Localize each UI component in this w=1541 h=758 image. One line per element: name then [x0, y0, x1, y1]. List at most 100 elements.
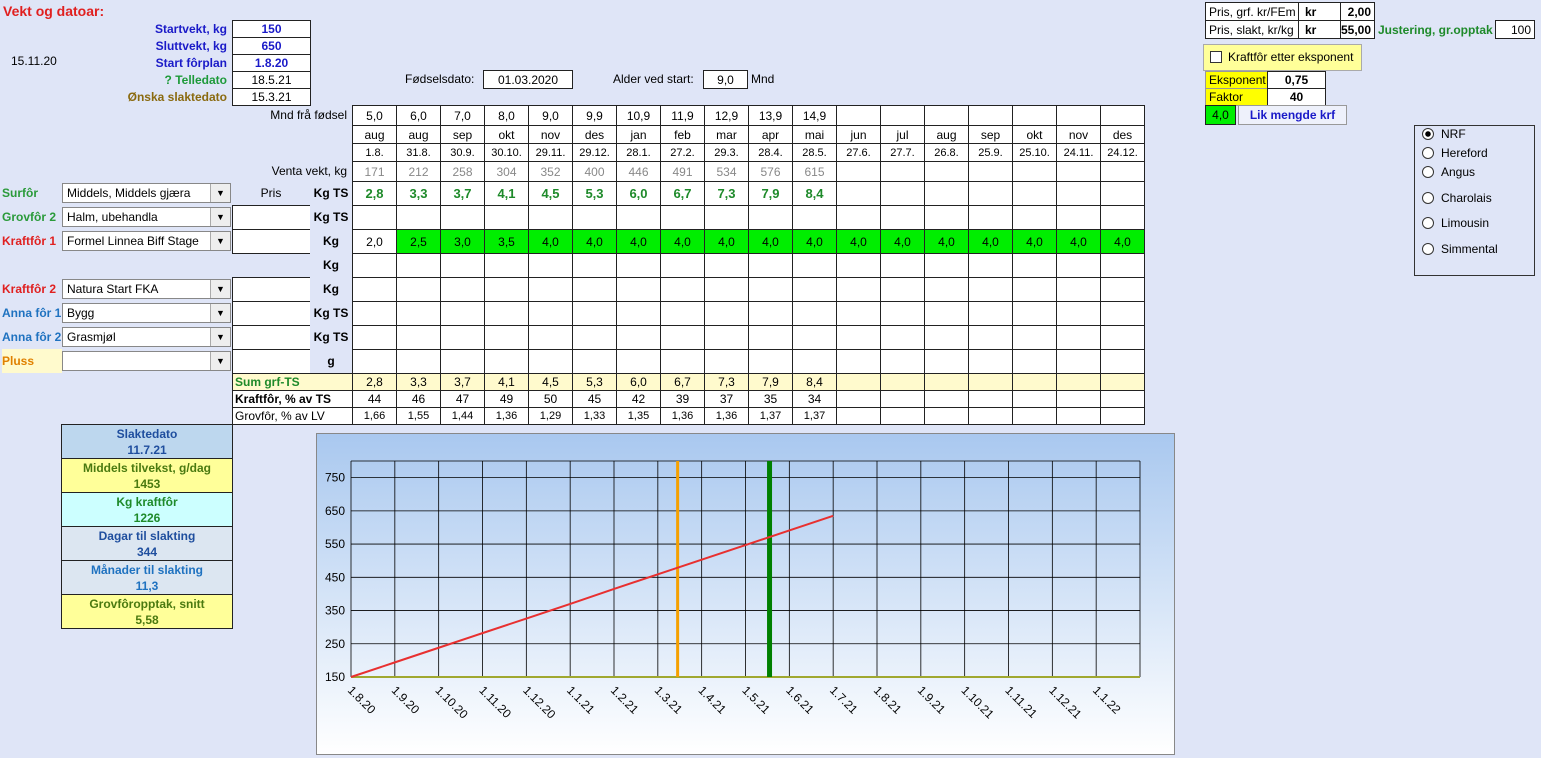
dropdown-arrow[interactable]: ▼: [210, 352, 230, 370]
cell: [1012, 349, 1057, 374]
input-value[interactable]: 15.3.21: [232, 88, 311, 106]
feed-select[interactable]: Natura Start FKA: [62, 279, 231, 299]
cell: [396, 325, 441, 350]
summary-value: 7,9: [748, 373, 793, 391]
price-input[interactable]: [232, 325, 311, 350]
line-series: [350, 514, 834, 678]
result-box: [61, 594, 233, 629]
input-value[interactable]: 150: [232, 20, 311, 38]
radio[interactable]: [1422, 147, 1434, 159]
expected-weight: 212: [396, 161, 441, 182]
price-input[interactable]: [232, 301, 311, 326]
feed-value: 6,7: [660, 181, 705, 206]
price-value[interactable]: 55,00: [1340, 20, 1375, 39]
radio-label[interactable]: Limousin: [1441, 216, 1490, 230]
feed-select[interactable]: Grasmjøl: [62, 327, 231, 347]
checkbox[interactable]: [1210, 51, 1222, 63]
y-tick-label: 250: [325, 637, 345, 651]
cell: [880, 301, 925, 326]
months-from-birth: 14,9: [792, 105, 837, 126]
input-value[interactable]: 650: [232, 37, 311, 55]
summary-value: 1,33: [572, 407, 617, 425]
radio-label[interactable]: NRF: [1441, 127, 1466, 141]
cell: [528, 325, 573, 350]
radio-label[interactable]: Simmental: [1441, 242, 1498, 256]
dropdown-arrow[interactable]: ▼: [210, 304, 230, 322]
radio-label[interactable]: Charolais: [1441, 191, 1492, 205]
feed-select[interactable]: Bygg: [62, 303, 231, 323]
feed-value: 2,5: [396, 229, 441, 254]
feed-select[interactable]: Middels, Middels gjæra: [62, 183, 231, 203]
feed-label: Grovfôr 2: [2, 210, 57, 224]
y-tick-label: 650: [325, 504, 345, 518]
expected-weight: 304: [484, 161, 529, 182]
factor-value[interactable]: 40: [1267, 88, 1326, 106]
radio-label[interactable]: Hereford: [1441, 146, 1488, 160]
feed-value: 4,0: [792, 229, 837, 254]
month: aug: [396, 125, 441, 144]
price-input[interactable]: [232, 205, 311, 230]
exponent-value[interactable]: 0,75: [1267, 71, 1326, 89]
cell: [1012, 105, 1057, 126]
feed-value: 4,0: [1100, 229, 1145, 254]
price-input[interactable]: [232, 229, 311, 254]
cell: [968, 407, 1013, 425]
summary-value: 2,8: [352, 373, 397, 391]
cell: [792, 349, 837, 374]
feed-select[interactable]: [62, 351, 231, 371]
cell: [836, 390, 881, 408]
dropdown-arrow[interactable]: ▼: [210, 184, 230, 202]
cell: [352, 277, 397, 302]
cell: [968, 205, 1013, 230]
date-cell: 30.10.: [484, 143, 529, 162]
cell: [792, 277, 837, 302]
price-value[interactable]: 2,00: [1340, 2, 1375, 21]
date-cell: 31.8.: [396, 143, 441, 162]
cell: [1056, 205, 1101, 230]
dropdown-arrow[interactable]: ▼: [210, 208, 230, 226]
cell: [748, 349, 793, 374]
summary-value: 1,36: [484, 407, 529, 425]
dropdown-arrow[interactable]: ▼: [210, 232, 230, 250]
age-value[interactable]: 9,0: [703, 70, 748, 89]
cell: [1056, 253, 1101, 278]
month: des: [1100, 125, 1145, 144]
radio-label[interactable]: Angus: [1441, 165, 1476, 179]
date-cell: 29.11.: [528, 143, 573, 162]
amount[interactable]: 4,0: [1205, 105, 1236, 125]
price-input[interactable]: [232, 277, 311, 302]
month: jul: [880, 125, 925, 144]
radio[interactable]: [1422, 217, 1434, 229]
cell: [968, 105, 1013, 126]
cell: [880, 277, 925, 302]
result-box: [61, 560, 233, 595]
dropdown-arrow[interactable]: ▼: [210, 280, 230, 298]
radio[interactable]: [1422, 166, 1434, 178]
birth-value[interactable]: 01.03.2020: [483, 70, 573, 89]
y-tick-label: 550: [325, 537, 345, 551]
date-cell: 28.1.: [616, 143, 661, 162]
radio[interactable]: [1422, 192, 1434, 204]
dropdown-arrow[interactable]: ▼: [210, 328, 230, 346]
summary-value: 37: [704, 390, 749, 408]
expected-weight: 352: [528, 161, 573, 182]
cell: [616, 253, 661, 278]
cell: [924, 373, 969, 391]
radio[interactable]: [1422, 128, 1434, 140]
button[interactable]: Lik mengde krf: [1238, 105, 1347, 125]
cell: [924, 105, 969, 126]
adjust-value[interactable]: 100: [1495, 20, 1535, 39]
radio-group: [1414, 125, 1535, 276]
feed-select[interactable]: Formel Linnea Biff Stage: [62, 231, 231, 251]
input-value[interactable]: 1.8.20: [232, 54, 311, 72]
feed-value: 4,0: [616, 229, 661, 254]
cell: [968, 161, 1013, 182]
cell: [1056, 373, 1101, 391]
feed-select[interactable]: Halm, ubehandla: [62, 207, 231, 227]
radio[interactable]: [1422, 243, 1434, 255]
cell: [660, 205, 705, 230]
feed-value: 4,0: [572, 229, 617, 254]
unit: Kg: [310, 229, 352, 253]
input-value[interactable]: 18.5.21: [232, 71, 311, 89]
price-input[interactable]: [232, 349, 311, 374]
